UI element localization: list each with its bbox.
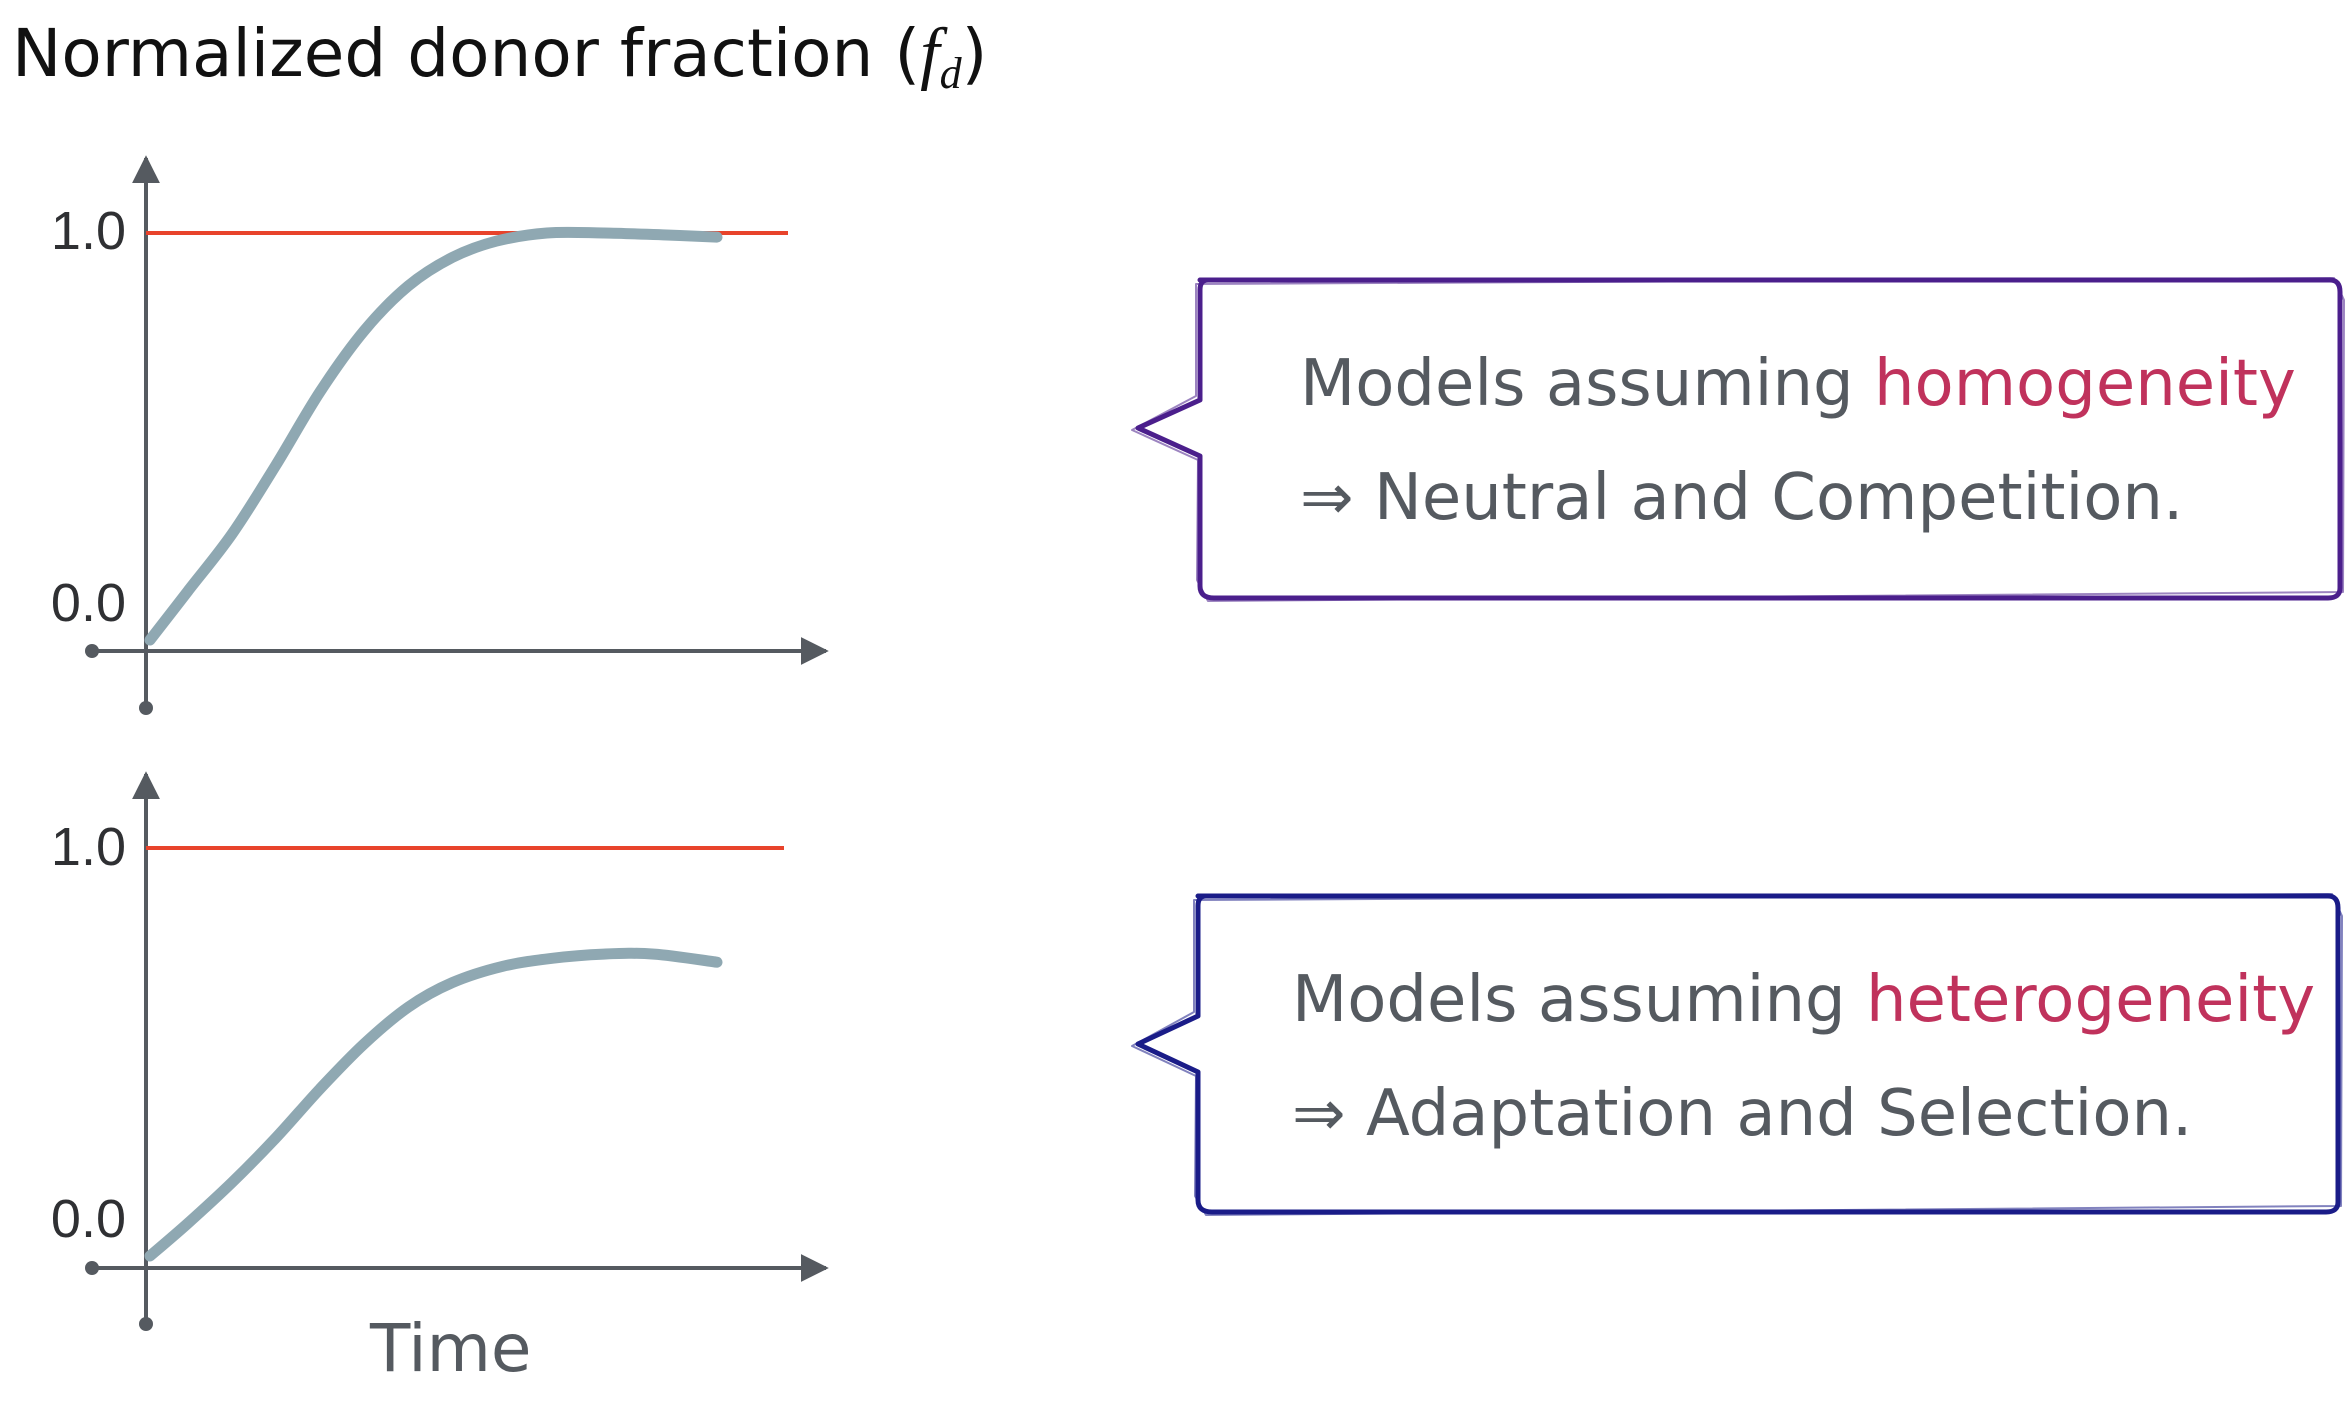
callout-bottom-prefix: Models assuming <box>1292 963 1866 1037</box>
callout-bottom-line2: ⇒ Adaptation and Selection. <box>1292 1077 2193 1151</box>
x-axis-label: Time <box>370 1310 532 1387</box>
figure-title: Normalized donor fraction (fd) <box>12 14 987 99</box>
callout-box-bottom <box>1131 893 2343 1216</box>
callout-bottom-highlight: heterogeneity <box>1865 963 2316 1037</box>
callout-top-prefix: Models assuming <box>1300 347 1874 421</box>
title-suffix: ) <box>961 15 988 92</box>
callout-box-top <box>1131 277 2345 602</box>
y-axis-origin-dot-bottom <box>139 1317 153 1331</box>
title-symbol-main: f <box>920 15 940 92</box>
donor-fraction-curve-top <box>144 226 723 646</box>
title-symbol-subscript: d <box>939 49 962 98</box>
y-tick-top-0: 0.0 <box>50 573 126 633</box>
plot-top <box>85 155 829 715</box>
x-axis-origin-dot-bottom <box>85 1261 99 1275</box>
title-symbol: fd <box>920 15 961 98</box>
y-tick-top-1: 1.0 <box>50 201 126 261</box>
y-axis-origin-dot-top <box>139 701 153 715</box>
callout-bottom-line1: Models assuming heterogeneity <box>1292 968 2315 1032</box>
y-tick-bottom-1: 1.0 <box>50 817 126 877</box>
donor-fraction-curve-bottom <box>144 947 723 1262</box>
title-prefix: Normalized donor fraction ( <box>12 15 921 92</box>
callout-top-line1: Models assuming homogeneity <box>1300 352 2296 416</box>
x-axis-origin-dot-top <box>85 644 99 658</box>
plot-bottom <box>85 771 829 1331</box>
callout-top-highlight: homogeneity <box>1873 347 2296 421</box>
callout-top-line2: ⇒ Neutral and Competition. <box>1300 461 2184 535</box>
y-tick-bottom-0: 0.0 <box>50 1189 126 1249</box>
